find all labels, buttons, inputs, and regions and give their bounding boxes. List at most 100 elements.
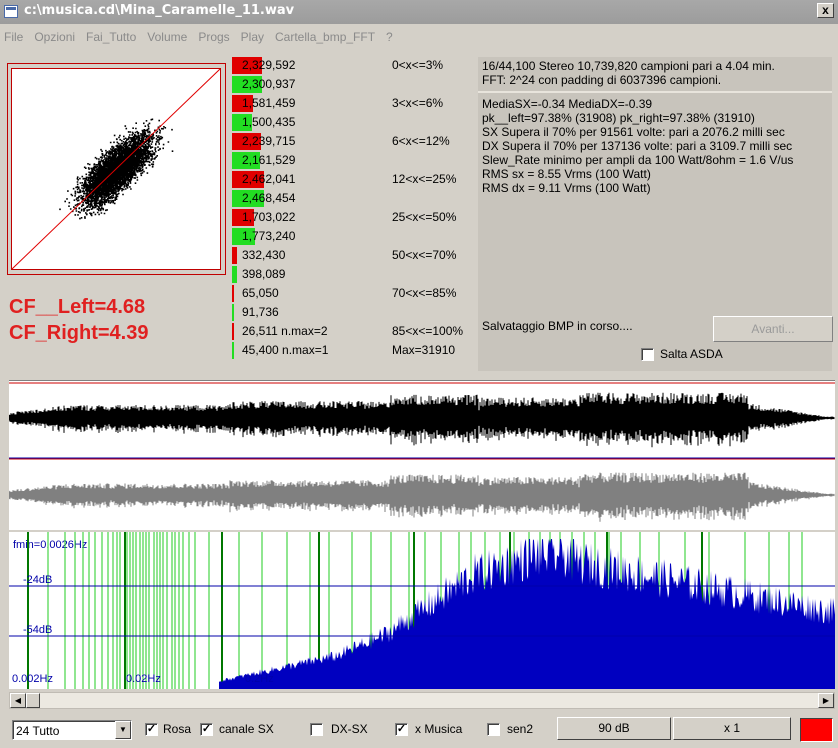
histogram-bar — [232, 342, 234, 359]
scroll-left-button[interactable]: ◀ — [10, 693, 26, 708]
histogram-count: 1,500,435 — [242, 115, 296, 129]
menu-bar: File Opzioni Fai_Tutto Volume Progs Play… — [0, 28, 838, 46]
horizontal-scrollbar[interactable]: ◀ ▶ — [9, 692, 835, 709]
histogram-range: 12<x<=25% — [392, 172, 457, 186]
histogram-bar — [232, 57, 262, 74]
menu-cartella-bmp-fft[interactable]: Cartella_bmp_FFT — [275, 30, 376, 44]
histogram-row: 1,703,022 25<x<=50% — [232, 208, 477, 226]
histogram-count: 1,703,022 — [242, 210, 296, 224]
histogram-bar — [232, 133, 261, 150]
spectrum-canvas: fmin=0.0026Hz -24dB -54dB 0.002Hz 0.02Hz 0.2… — [9, 532, 835, 689]
histogram-row: 1,773,240 — [232, 227, 477, 245]
db-button[interactable]: 90 dB — [557, 717, 671, 740]
histogram-count: 398,089 — [242, 267, 286, 281]
salta-asda-label: Salta ASDA — [660, 347, 723, 361]
histogram-range: 3<x<=6% — [392, 96, 444, 110]
waveform-left-channel — [8, 392, 835, 448]
histogram-count: 26,511 n.max=2 — [242, 324, 328, 338]
info-line: DX Supera il 70% per 137136 volte: pari … — [482, 139, 793, 153]
app-icon — [4, 5, 18, 18]
histogram-count: 1,773,240 — [242, 229, 296, 243]
salta-asda-checkbox[interactable] — [641, 348, 654, 361]
histogram-row: 332,430 50<x<=70% — [232, 246, 477, 264]
histogram-bar — [232, 285, 234, 302]
menu-volume[interactable]: Volume — [147, 30, 188, 44]
waveform-right-channel — [8, 472, 835, 522]
avanti-button[interactable]: Avanti... — [713, 316, 833, 342]
menu-play[interactable]: Play — [240, 30, 265, 44]
histogram-row: 65,050 70<x<=85% — [232, 284, 477, 302]
histogram-count: 65,050 — [242, 286, 279, 300]
dx-sx-label: DX-SX — [331, 722, 368, 736]
db-label: -54dB — [23, 624, 52, 636]
info-line: FFT: 2^24 con padding di 6037396 campion… — [482, 73, 722, 87]
menu-help[interactable]: ? — [386, 30, 393, 44]
rosa-label: Rosa — [163, 722, 192, 736]
info-line: pk__left=97.38% (31908) pk_right=97.38% … — [482, 111, 755, 125]
canale-sx-checkbox[interactable]: ✓ — [200, 723, 213, 736]
info-line: SX Supera il 70% per 91561 volte: pari a… — [482, 125, 785, 139]
histogram-row: 2,329,592 0<x<=3% — [232, 56, 477, 74]
info-line: RMS dx = 9.11 Vrms (100 Watt) — [482, 181, 651, 195]
menu-file[interactable]: File — [4, 30, 24, 44]
rosa-checkbox[interactable]: ✓ — [145, 723, 158, 736]
mode-select-value: 24 Tutto — [16, 724, 60, 738]
histogram-row: 2,239,715 6<x<=12% — [232, 132, 477, 150]
histogram-count: 2,300,937 — [242, 77, 296, 91]
histogram-range: 0<x<=3% — [392, 58, 444, 72]
menu-fai-tutto[interactable]: Fai_Tutto — [86, 30, 137, 44]
histogram-count: 2,161,529 — [242, 153, 296, 167]
histogram-count: 2,329,592 — [242, 58, 296, 72]
scatter-canvas — [12, 69, 220, 269]
frequency-label: 0.002Hz — [12, 673, 53, 685]
histogram-row: 2,462,041 12<x<=25% — [232, 170, 477, 188]
status-text: Salvataggio BMP in corso.... — [482, 319, 633, 333]
histogram-bar — [232, 190, 264, 207]
histogram-bar — [232, 76, 262, 93]
histogram-count: 2,462,041 — [242, 172, 296, 186]
histogram-range: Max=31910 — [392, 343, 456, 357]
frequency-label: 0.2Hz — [245, 673, 274, 685]
db-label: -24dB — [23, 574, 52, 586]
mode-select[interactable]: 24 Tutto ▼ — [12, 720, 132, 740]
histogram-count: 45,400 n.max=1 — [242, 343, 329, 357]
histogram-bar — [232, 114, 252, 131]
menu-progs[interactable]: Progs — [198, 30, 230, 44]
multiplier-button[interactable]: x 1 — [673, 717, 791, 740]
close-button[interactable]: x — [817, 3, 834, 18]
scatter-frame — [7, 63, 226, 275]
histogram-row: 91,736 — [232, 303, 477, 321]
menu-opzioni[interactable]: Opzioni — [34, 30, 76, 44]
histogram-row: 1,500,435 — [232, 113, 477, 131]
info-line: 16/44,100 Stereo 10,739,820 campioni par… — [482, 59, 775, 73]
canale-sx-label: canale SX — [219, 722, 274, 736]
x-musica-checkbox[interactable]: ✓ — [395, 723, 408, 736]
waveform-panel — [8, 380, 835, 530]
diagonal-line — [12, 69, 220, 269]
histogram-range: 85<x<=100% — [392, 324, 464, 338]
window-title: c:\musica.cd\Mina_Caramelle_11.wav — [24, 3, 295, 18]
histogram-range: 50<x<=70% — [392, 248, 457, 262]
histogram-bar — [232, 266, 237, 283]
info-line: MediaSX=-0.34 MediaDX=-0.39 — [482, 97, 653, 111]
histogram-bar — [232, 304, 234, 321]
histogram-count: 91,736 — [242, 305, 279, 319]
scroll-right-button[interactable]: ▶ — [818, 693, 834, 708]
chevron-down-icon[interactable]: ▼ — [115, 721, 131, 739]
scroll-thumb[interactable] — [26, 693, 40, 708]
histogram-row: 2,161,529 — [232, 151, 477, 169]
spectrum-panel: fmin=0.0026Hz -24dB -54dB 0.002Hz 0.02Hz 0.2… — [9, 532, 835, 689]
histogram-count: 2,239,715 — [242, 134, 296, 148]
histogram-count: 2,468,454 — [242, 191, 296, 205]
dx-sx-checkbox[interactable] — [310, 723, 323, 736]
histogram-row: 398,089 — [232, 265, 477, 283]
histogram-row: 1,581,459 3<x<=6% — [232, 94, 477, 112]
waveform-canvas — [8, 382, 835, 522]
color-swatch[interactable] — [800, 718, 833, 742]
crest-factor-left: CF__Left=4.68 — [9, 296, 146, 318]
sen2-checkbox[interactable] — [487, 723, 500, 736]
histogram-row: 2,468,454 — [232, 189, 477, 207]
histogram-bar — [232, 228, 255, 245]
histogram-bar — [232, 95, 253, 112]
histogram-bar — [232, 171, 264, 188]
